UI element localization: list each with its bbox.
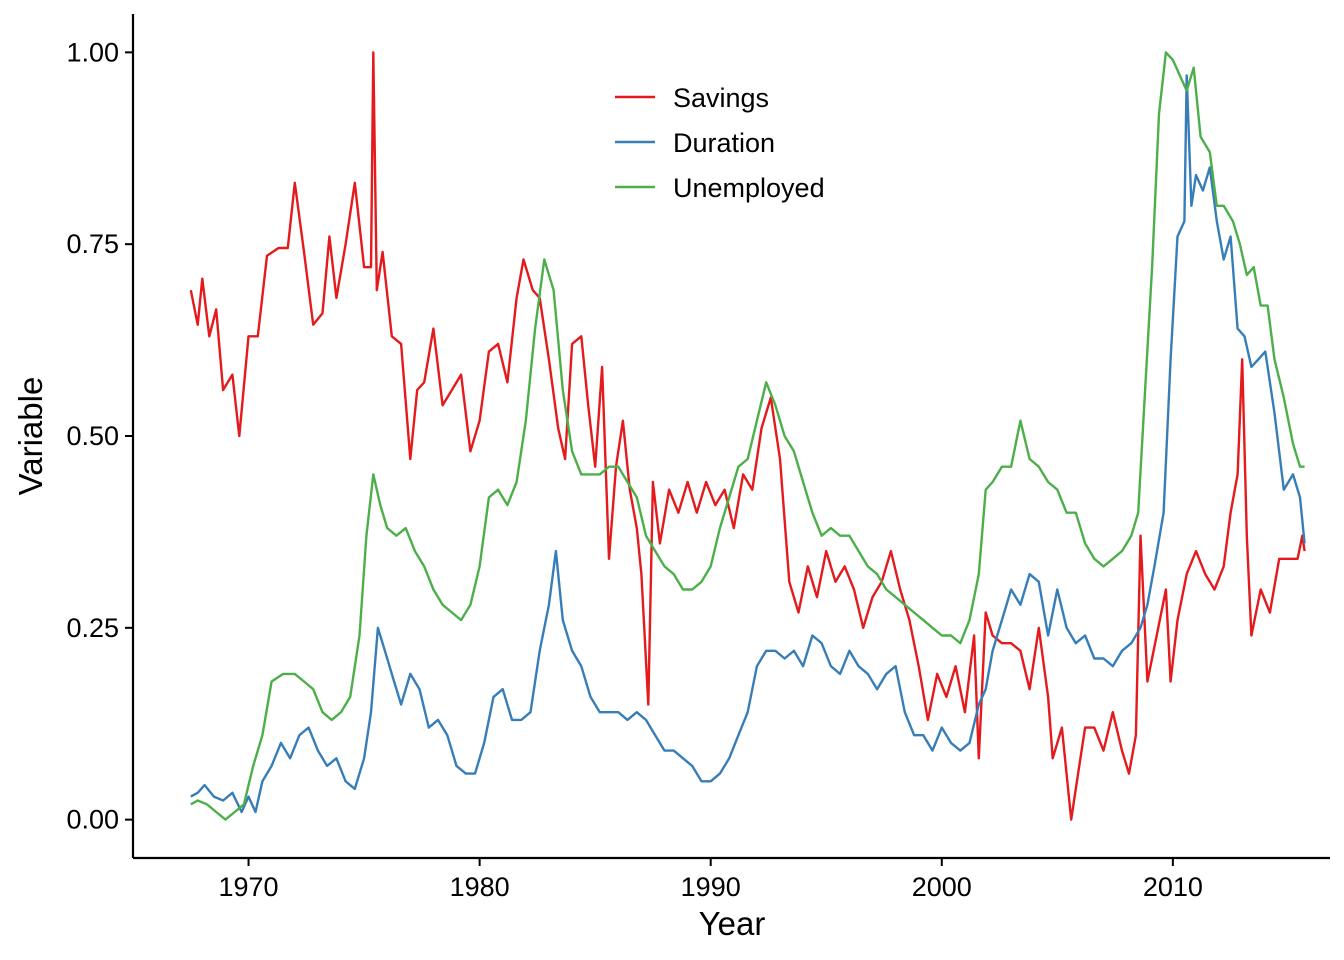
series-line-duration — [190, 74, 1306, 814]
x-tick-label: 2010 — [1143, 872, 1203, 902]
legend-label-savings: Savings — [673, 83, 769, 113]
y-tick-label: 0.50 — [66, 421, 119, 451]
y-tick-label: 0.75 — [66, 229, 119, 259]
x-tick-label: 2000 — [912, 872, 972, 902]
legend-label-duration: Duration — [673, 128, 775, 158]
legend-label-unemployed: Unemployed — [673, 173, 825, 203]
y-ticks: 0.00 0.25 0.50 0.75 1.00 — [66, 37, 133, 835]
series-line-savings — [189, 51, 1306, 821]
plot-lines — [189, 51, 1306, 821]
x-tick-label: 1970 — [219, 872, 279, 902]
x-axis-title: Year — [699, 905, 766, 942]
y-tick-label: 0.25 — [66, 613, 119, 643]
x-tick-label: 1990 — [681, 872, 741, 902]
legend: Savings Duration Unemployed — [615, 83, 825, 203]
series-line-unemployed — [190, 51, 1305, 821]
y-tick-label: 0.00 — [66, 805, 119, 835]
y-tick-label: 1.00 — [66, 37, 119, 67]
x-tick-label: 1980 — [450, 872, 510, 902]
y-axis-title: Variable — [12, 377, 49, 496]
x-ticks: 1970 1980 1990 2000 2010 — [219, 858, 1203, 902]
